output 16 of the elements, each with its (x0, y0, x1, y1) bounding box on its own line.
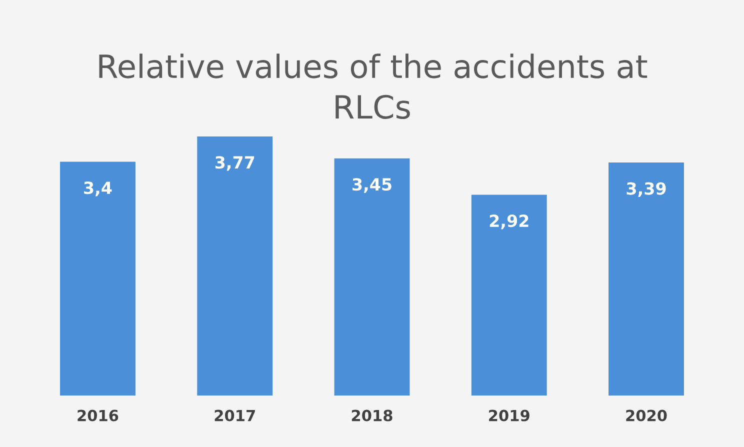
data-label: 3,77 (215, 156, 254, 171)
chart-title: Relative values of the accidents at RLCs (99, 54, 648, 119)
data-label: 3,39 (626, 182, 666, 197)
bar (334, 158, 410, 396)
bar (60, 162, 136, 396)
bar (197, 136, 273, 396)
bar (608, 162, 684, 396)
data-label: 2,92 (490, 214, 528, 230)
x-tick-label: 2019 (489, 410, 530, 422)
data-label: 3,45 (352, 178, 392, 193)
bar (471, 194, 547, 396)
x-tick-label: 2018 (352, 410, 392, 422)
data-label: 3,4 (84, 182, 112, 196)
x-tick-label: 2016 (78, 410, 118, 422)
x-tick-label: 2020 (626, 410, 667, 422)
x-tick-label: 2017 (214, 410, 255, 422)
